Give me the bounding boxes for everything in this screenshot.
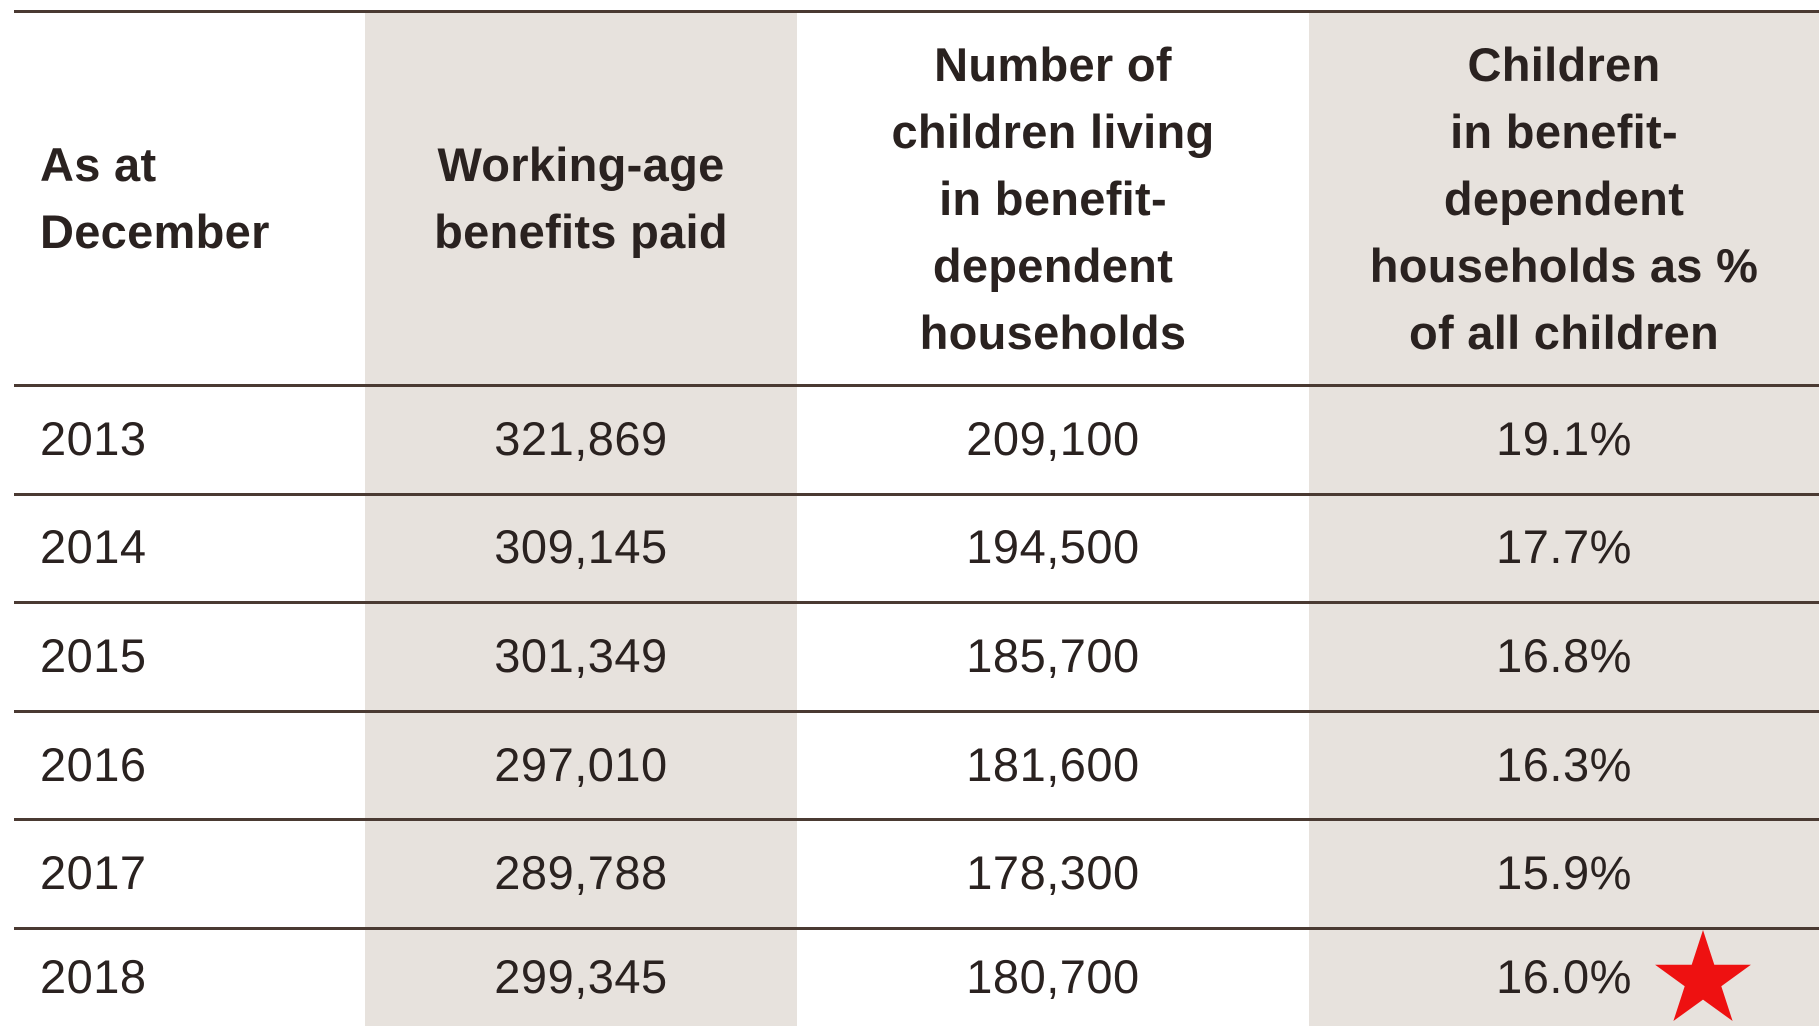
table-cell: 178,300 <box>966 846 1140 900</box>
row-rule <box>14 927 1819 930</box>
header-text: households as % <box>1369 238 1759 292</box>
header-cell: Working-age benefits paid <box>365 12 797 384</box>
header-cell: Number of children living in benefit-depen… <box>797 12 1309 384</box>
table-cell: 16.0% <box>1496 950 1632 1003</box>
top-rule <box>14 10 1819 13</box>
table-cell: 2017 <box>40 846 147 900</box>
table-cell: 209,100 <box>966 411 1140 465</box>
table-cell: 289,788 <box>494 846 668 900</box>
header-text: As at <box>40 138 157 191</box>
header-text: of all children <box>1408 305 1720 359</box>
header-cell: As at December <box>0 12 365 384</box>
table-cell: 2013 <box>40 411 147 465</box>
header-cell: Children in benefit-dependent households a… <box>1309 12 1819 384</box>
header-text: children living <box>891 104 1215 158</box>
table-cell: 180,700 <box>966 950 1140 1003</box>
table-cell: 301,349 <box>494 628 668 682</box>
header-text: December <box>40 205 270 258</box>
table-cell: 15.9% <box>1496 846 1632 900</box>
header-text: households <box>919 305 1187 359</box>
table-cell: 321,869 <box>494 411 668 465</box>
header-text: dependent <box>1443 171 1685 225</box>
column-shade <box>1309 12 1819 1026</box>
header-text: Working-age <box>437 138 725 191</box>
header-text: Children <box>1467 37 1661 91</box>
table-cell: 297,010 <box>494 737 668 791</box>
table-cell: 17.7% <box>1496 520 1632 574</box>
table-cell: 194,500 <box>966 520 1140 574</box>
header-text: Number of <box>934 37 1172 91</box>
header-text: in benefit- <box>939 171 1167 225</box>
row-rule <box>14 709 1819 713</box>
star-icon <box>1655 930 1751 1022</box>
table-cell: 181,600 <box>966 737 1140 791</box>
table-cell: 185,700 <box>966 628 1140 682</box>
table-cell: 2018 <box>40 950 147 1003</box>
header-rule <box>14 384 1819 387</box>
row-rule <box>14 601 1819 605</box>
header-text: benefits paid <box>434 205 728 258</box>
table-cell: 16.3% <box>1496 737 1632 791</box>
header-text: dependent <box>932 238 1174 292</box>
row-rule <box>14 818 1819 822</box>
table-cell: 299,345 <box>494 950 668 1003</box>
table-cell: 2015 <box>40 628 147 682</box>
table-cell: 16.8% <box>1496 628 1632 682</box>
table-cell: 2016 <box>40 737 147 791</box>
table-cell: 19.1% <box>1496 411 1632 465</box>
header-text: in benefit- <box>1450 104 1678 158</box>
column-shade <box>365 12 797 1026</box>
table-cell: 309,145 <box>494 520 668 574</box>
table-cell: 2014 <box>40 520 147 574</box>
row-rule <box>14 492 1819 496</box>
